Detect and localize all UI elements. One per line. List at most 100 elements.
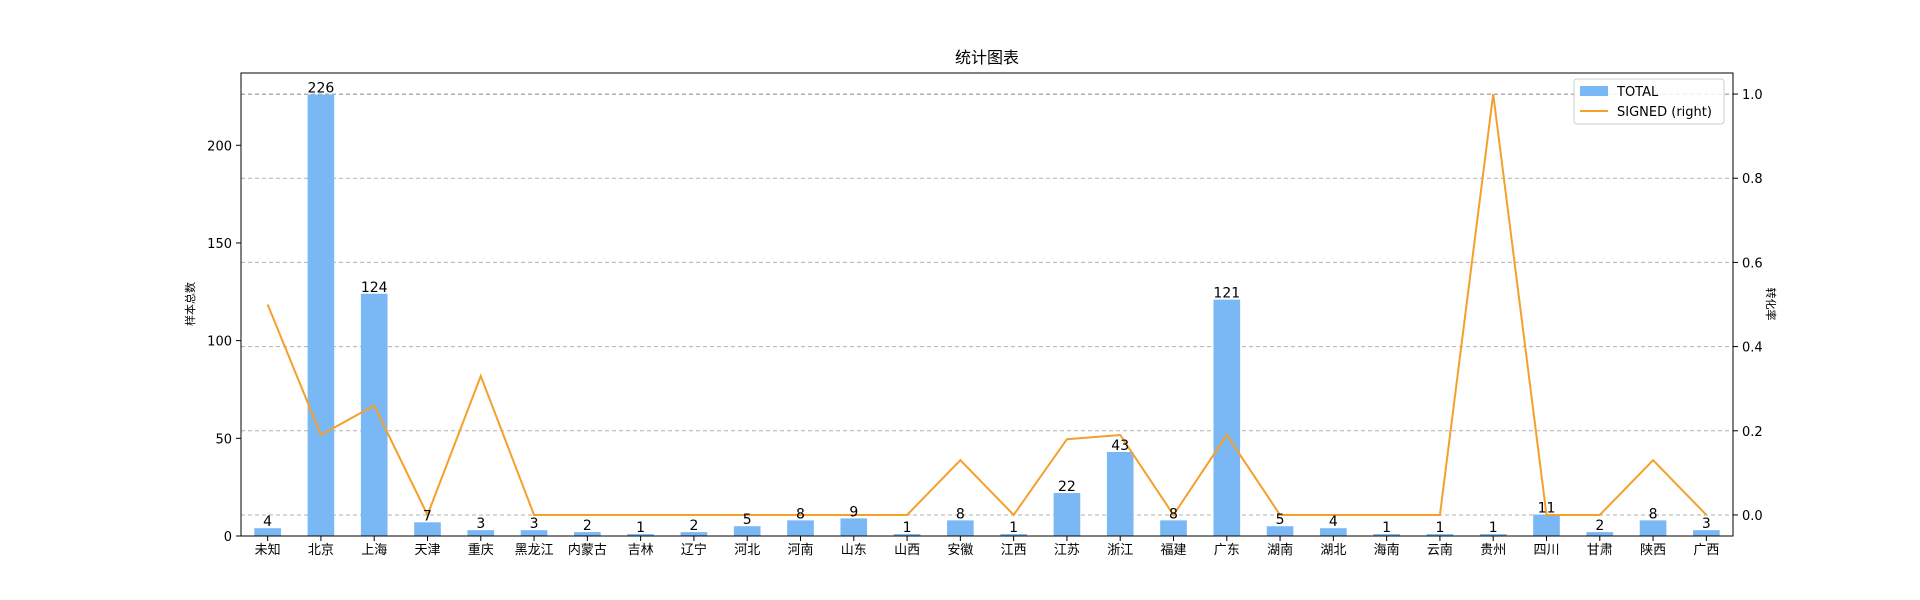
y2-tick-label: 0.6 bbox=[1742, 256, 1763, 271]
legend-label-total: TOTAL bbox=[1616, 85, 1659, 100]
x-tick-label: 浙江 bbox=[1107, 543, 1133, 558]
y2-tick-label: 0.0 bbox=[1742, 509, 1763, 524]
x-tick-label: 重庆 bbox=[468, 542, 494, 558]
x-tick-label: 江苏 bbox=[1054, 542, 1080, 558]
x-tick-label: 湖南 bbox=[1267, 542, 1293, 558]
bar bbox=[254, 528, 281, 536]
x-tick-label: 北京 bbox=[308, 543, 334, 558]
bar bbox=[947, 520, 974, 536]
x-tick-label: 云南 bbox=[1427, 542, 1453, 558]
bar-value-label: 226 bbox=[308, 80, 335, 96]
bar-value-label: 2 bbox=[689, 518, 698, 534]
y-tick-label: 150 bbox=[207, 237, 232, 252]
x-tick-label: 辽宁 bbox=[681, 542, 707, 558]
x-tick-label: 河南 bbox=[787, 542, 813, 558]
bar bbox=[1160, 520, 1187, 536]
legend-swatch-total bbox=[1580, 86, 1608, 96]
bar bbox=[1053, 493, 1081, 536]
bar-value-label: 5 bbox=[743, 512, 752, 528]
grid-layer bbox=[241, 93, 1733, 516]
x-tick-label: 贵州 bbox=[1480, 543, 1506, 558]
bar-value-label: 43 bbox=[1111, 438, 1129, 454]
x-tick-label: 四川 bbox=[1533, 543, 1559, 558]
axis-layer: 0 50 100 150 200 0.0 0.2 0.4 0.6 0.8 1.0 未知 北京 上海 天津 重庆… bbox=[207, 88, 1763, 558]
bar-value-label: 3 bbox=[1702, 516, 1711, 532]
bar bbox=[680, 532, 708, 536]
x-tick-label: 陕西 bbox=[1640, 543, 1666, 558]
bar bbox=[1639, 520, 1667, 536]
bar bbox=[893, 534, 921, 536]
bar bbox=[787, 520, 814, 536]
x-tick-label: 内蒙古 bbox=[568, 542, 607, 558]
x-tick-label: 天津 bbox=[414, 543, 440, 558]
bar-value-label: 8 bbox=[796, 506, 805, 522]
bar bbox=[1426, 534, 1454, 536]
x-tick-label: 安徽 bbox=[947, 543, 973, 558]
bar bbox=[1479, 534, 1507, 536]
signed-line bbox=[266, 93, 1708, 518]
chart-title: 统计图表 bbox=[955, 48, 1019, 67]
bar-value-label: 8 bbox=[1169, 506, 1178, 522]
bar bbox=[1586, 532, 1614, 536]
legend-frame bbox=[1573, 78, 1725, 125]
x-tick-label: 海南 bbox=[1374, 542, 1400, 558]
y2-tick-label: 0.8 bbox=[1742, 172, 1763, 187]
y-tick-label: 100 bbox=[207, 335, 232, 350]
x-tick-label: 黑龙江 bbox=[515, 543, 554, 558]
bar-value-label: 1 bbox=[636, 520, 645, 536]
bar bbox=[1213, 299, 1241, 536]
bar bbox=[1266, 526, 1294, 536]
x-tick-label: 广东 bbox=[1214, 543, 1240, 558]
bar-value-label: 2 bbox=[583, 518, 592, 534]
bar bbox=[574, 532, 601, 536]
bar bbox=[414, 522, 441, 536]
bar-value-label: 11 bbox=[1538, 501, 1556, 517]
x-tick-label: 广西 bbox=[1693, 543, 1719, 558]
y-tick-label: 200 bbox=[207, 139, 232, 154]
x-tick-label: 福建 bbox=[1160, 543, 1186, 558]
bar-value-label: 3 bbox=[476, 516, 485, 532]
bar-value-label: 5 bbox=[1276, 512, 1285, 528]
bar-value-label: 1 bbox=[1009, 520, 1018, 536]
x-tick-label: 甘肃 bbox=[1587, 543, 1613, 558]
x-tick-label: 江西 bbox=[1001, 543, 1027, 558]
bar-value-label: 1 bbox=[1435, 520, 1444, 536]
x-tick-label: 山东 bbox=[841, 543, 867, 558]
bar bbox=[520, 530, 548, 536]
bar bbox=[1533, 514, 1560, 536]
x-tick-label: 山西 bbox=[894, 543, 920, 558]
bar-value-label: 4 bbox=[1329, 514, 1338, 530]
bar bbox=[627, 534, 654, 536]
bar-value-label: 1 bbox=[1382, 520, 1391, 536]
y2-tick-label: 0.2 bbox=[1742, 425, 1763, 440]
x-tick-label: 湖北 bbox=[1320, 543, 1346, 558]
bar-value-label: 124 bbox=[361, 280, 388, 296]
bar bbox=[733, 526, 761, 536]
x-tick-label: 上海 bbox=[361, 543, 387, 558]
x-tick-label: 吉林 bbox=[628, 543, 654, 558]
y-tick-label: 50 bbox=[215, 432, 232, 447]
bar bbox=[1693, 530, 1720, 536]
bar-value-label: 7 bbox=[423, 508, 432, 524]
bar bbox=[307, 94, 335, 537]
bar-value-label: 121 bbox=[1213, 286, 1240, 302]
line-layer bbox=[266, 93, 1708, 518]
bar-value-label: 9 bbox=[849, 504, 858, 520]
legend: TOTAL SIGNED (right) bbox=[1573, 78, 1725, 125]
legend-label-signed: SIGNED (right) bbox=[1617, 105, 1712, 120]
x-tick-label: 河北 bbox=[734, 543, 760, 558]
bar-value-label: 1 bbox=[1489, 520, 1498, 536]
bar bbox=[840, 518, 868, 536]
bar bbox=[1373, 534, 1400, 536]
bar bbox=[1320, 528, 1347, 536]
bar-value-label: 8 bbox=[956, 506, 965, 522]
plot-frame bbox=[240, 72, 1734, 537]
bar-value-label: 2 bbox=[1595, 518, 1604, 534]
bar bbox=[360, 293, 388, 536]
y-axis-title: 样本总数 bbox=[183, 282, 197, 326]
bar-value-label: 1 bbox=[903, 520, 912, 536]
bar-value-label: 22 bbox=[1058, 479, 1076, 495]
y2-tick-label: 0.4 bbox=[1742, 341, 1763, 356]
